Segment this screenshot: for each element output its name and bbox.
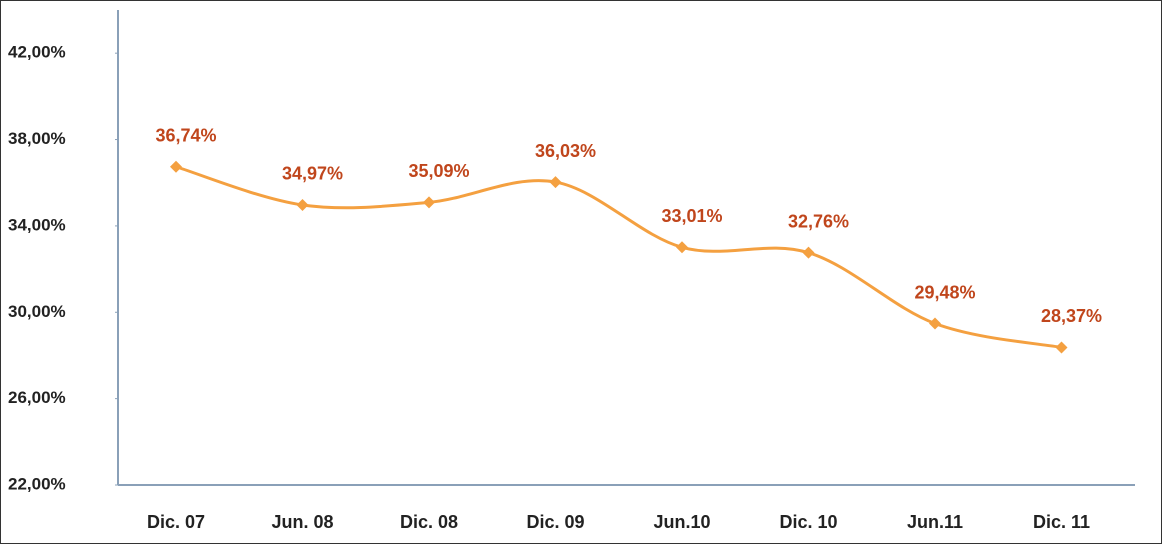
data-label: 29,48% <box>914 282 975 302</box>
data-label: 36,03% <box>535 141 596 161</box>
x-tick-label: Dic. 09 <box>526 512 584 532</box>
y-tick-label: 42,00% <box>8 43 66 62</box>
x-tick-label: Jun.11 <box>907 512 963 532</box>
line <box>175 165 1062 349</box>
marker <box>676 241 688 254</box>
x-tick-label: Jun.10 <box>653 512 710 532</box>
y-tick-label: 30,00% <box>8 302 66 321</box>
data-label: 36,74% <box>155 126 216 146</box>
x-tick-label: Dic. 07 <box>147 512 205 532</box>
marker <box>423 196 435 209</box>
marker <box>549 176 562 189</box>
marker <box>170 160 182 173</box>
y-tick-label: 38,00% <box>8 129 66 148</box>
data-label: 32,76% <box>788 211 849 231</box>
x-tick-label: Jun. 08 <box>271 512 333 532</box>
x-tick-label: Dic. 08 <box>400 512 458 532</box>
data-label: 34,97% <box>282 164 343 184</box>
marker <box>296 198 309 211</box>
data-label: 35,09% <box>408 161 469 181</box>
marker <box>929 317 941 330</box>
x-tick-label: Dic. 11 <box>1033 512 1090 532</box>
marker <box>1055 341 1068 354</box>
y-tick-label: 34,00% <box>8 215 66 234</box>
data-label: 33,01% <box>661 206 722 226</box>
y-tick-label: 22,00% <box>8 474 66 493</box>
y-tick-label: 26,00% <box>8 388 66 407</box>
marker <box>802 246 815 259</box>
data-label: 28,37% <box>1041 306 1102 326</box>
x-tick-label: Dic. 10 <box>779 512 837 532</box>
